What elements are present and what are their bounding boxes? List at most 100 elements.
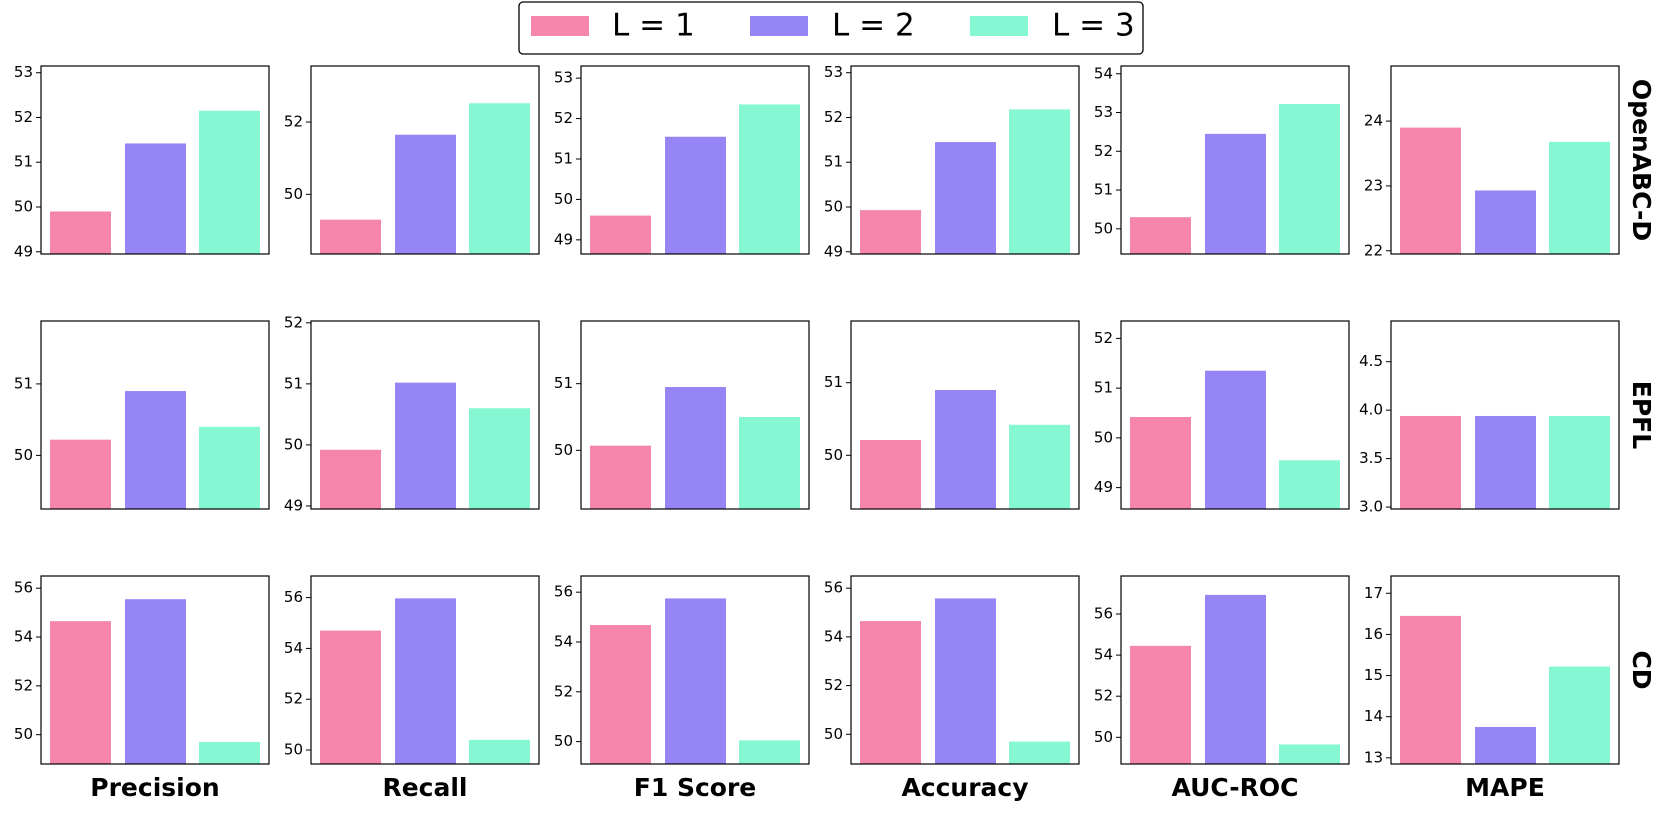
legend-label-l-1: L = 1 bbox=[612, 8, 695, 44]
y-tick-label: 50 bbox=[554, 190, 573, 208]
y-tick-label: 54 bbox=[14, 628, 33, 646]
y-tick-label: 16 bbox=[1364, 625, 1383, 643]
y-tick-label: 14 bbox=[1364, 707, 1383, 725]
y-tick-label: 49 bbox=[284, 496, 303, 514]
panel-frame bbox=[580, 65, 810, 255]
panel-frame bbox=[1390, 575, 1620, 765]
bar-l-2 bbox=[395, 134, 456, 254]
y-tick-label: 50 bbox=[14, 446, 33, 464]
y-tick-label: 52 bbox=[554, 109, 573, 127]
bar-l-2 bbox=[125, 143, 186, 254]
bar-l-3 bbox=[739, 417, 800, 509]
panel-frame bbox=[40, 575, 270, 765]
bar-l-2 bbox=[125, 599, 186, 764]
panel-epfl-recall: 49 50 51 52 bbox=[284, 313, 540, 514]
y-tick-label: 51 bbox=[14, 153, 33, 171]
panel-frame bbox=[1120, 320, 1350, 510]
y-tick-label: 17 bbox=[1364, 584, 1383, 602]
bar-l-3 bbox=[1279, 460, 1340, 509]
panel-epfl-mape: 3.0 3.5 4.0 4.5 bbox=[1359, 320, 1620, 516]
bar-l-1 bbox=[590, 445, 651, 509]
y-tick-label: 53 bbox=[824, 63, 843, 81]
y-tick-label: 52 bbox=[554, 682, 573, 700]
row-title-cd: CD bbox=[1627, 650, 1656, 689]
y-tick-label: 50 bbox=[284, 185, 303, 203]
bar-l-3 bbox=[1009, 109, 1070, 255]
bar-l-1 bbox=[860, 440, 921, 509]
y-tick-label: 50 bbox=[1094, 728, 1113, 746]
bar-l-2 bbox=[1205, 594, 1266, 764]
y-tick-label: 52 bbox=[1094, 687, 1113, 705]
legend-label-l-3: L = 3 bbox=[1052, 8, 1135, 44]
y-tick-label: 50 bbox=[824, 198, 843, 216]
y-tick-label: 50 bbox=[14, 725, 33, 743]
y-tick-label: 52 bbox=[14, 108, 33, 126]
bar-l-3 bbox=[1549, 666, 1610, 764]
panel-cd-precision: 50 52 54 56 bbox=[14, 575, 270, 765]
row-title-openabc-d: OpenABC-D bbox=[1627, 79, 1656, 241]
y-tick-label: 52 bbox=[284, 690, 303, 708]
bar-l-1 bbox=[860, 621, 921, 764]
y-tick-label: 13 bbox=[1364, 748, 1383, 766]
bar-l-2 bbox=[935, 598, 996, 764]
bar-l-1 bbox=[1130, 217, 1191, 254]
bar-l-2 bbox=[665, 136, 726, 254]
column-title-precision: Precision bbox=[90, 773, 219, 802]
y-tick-label: 49 bbox=[824, 242, 843, 260]
y-tick-label: 52 bbox=[1094, 329, 1113, 347]
column-title-recall: Recall bbox=[382, 773, 467, 802]
bar-l-1 bbox=[590, 625, 651, 764]
bar-l-1 bbox=[860, 210, 921, 254]
y-tick-label: 50 bbox=[824, 725, 843, 743]
legend-label-l-2: L = 2 bbox=[832, 8, 915, 44]
y-tick-label: 56 bbox=[824, 579, 843, 597]
panel-cd-accuracy: 50 52 54 56 bbox=[824, 575, 1080, 765]
y-tick-label: 50 bbox=[1094, 428, 1113, 446]
y-tick-label: 15 bbox=[1364, 666, 1383, 684]
bar-l-3 bbox=[739, 104, 800, 254]
panel-frame bbox=[310, 575, 540, 765]
y-tick-label: 54 bbox=[1094, 646, 1113, 664]
panel-frame bbox=[580, 320, 810, 510]
panel-frame bbox=[850, 575, 1080, 765]
panel-frame bbox=[40, 320, 270, 510]
bar-l-2 bbox=[935, 142, 996, 254]
y-tick-label: 50 bbox=[284, 741, 303, 759]
bar-l-2 bbox=[1475, 190, 1536, 254]
legend: L = 1 L = 2 L = 3 bbox=[518, 1, 1144, 55]
y-tick-label: 52 bbox=[284, 313, 303, 331]
y-tick-label: 51 bbox=[1094, 181, 1113, 199]
y-tick-label: 54 bbox=[284, 639, 303, 657]
bar-l-3 bbox=[199, 110, 260, 254]
y-tick-label: 50 bbox=[554, 441, 573, 459]
y-tick-label: 50 bbox=[824, 446, 843, 464]
panel-frame bbox=[850, 65, 1080, 255]
panel-cd-f1-score: 50 52 54 56 bbox=[554, 575, 810, 765]
bar-l-2 bbox=[665, 598, 726, 764]
panel-epfl-f1-score: 50 51 bbox=[554, 320, 810, 510]
y-tick-label: 54 bbox=[1094, 64, 1113, 82]
bar-l-3 bbox=[469, 408, 530, 509]
panel-cd-recall: 50 52 54 56 bbox=[284, 575, 540, 765]
y-tick-label: 56 bbox=[284, 588, 303, 606]
panel-frame bbox=[1390, 65, 1620, 255]
bar-l-3 bbox=[1279, 744, 1340, 764]
y-tick-label: 51 bbox=[824, 153, 843, 171]
legend-swatch-l-1 bbox=[531, 16, 589, 36]
panel-epfl-precision: 50 51 bbox=[14, 320, 270, 510]
y-tick-label: 56 bbox=[14, 579, 33, 597]
y-tick-label: 53 bbox=[14, 63, 33, 81]
y-tick-label: 50 bbox=[554, 732, 573, 750]
y-tick-label: 51 bbox=[14, 374, 33, 392]
y-tick-label: 49 bbox=[14, 242, 33, 260]
bar-l-1 bbox=[1130, 416, 1191, 509]
column-title-f1-score: F1 Score bbox=[634, 773, 756, 802]
bar-l-1 bbox=[590, 215, 651, 254]
y-tick-label: 50 bbox=[284, 435, 303, 453]
bar-l-2 bbox=[125, 391, 186, 509]
y-tick-label: 53 bbox=[554, 69, 573, 87]
bar-l-3 bbox=[1549, 415, 1610, 509]
panel-cd-auc-roc: 50 52 54 56 bbox=[1094, 575, 1350, 765]
panel-frame bbox=[1120, 65, 1350, 255]
